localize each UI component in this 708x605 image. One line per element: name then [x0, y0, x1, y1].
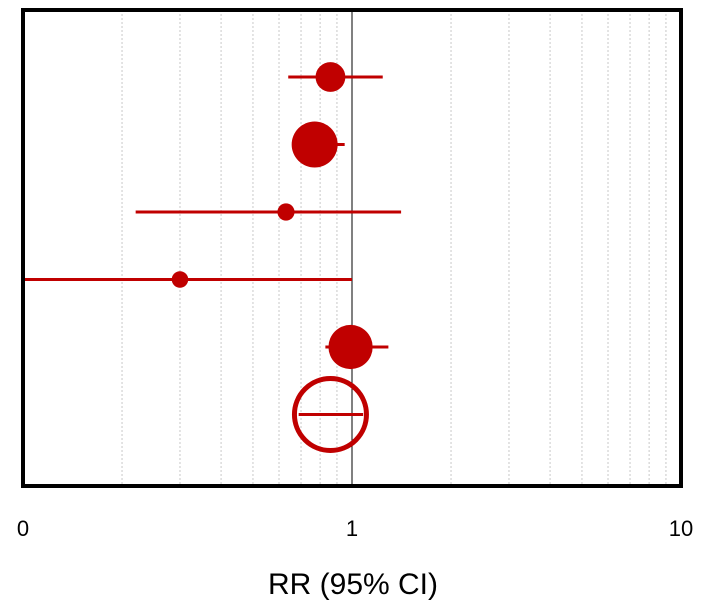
study-point: [328, 324, 373, 370]
x-tick-label: 10: [669, 516, 693, 541]
x-axis-title: RR (95% CI): [268, 568, 438, 601]
plot-marks: [23, 10, 402, 486]
x-tick-labels: 0 1 10: [17, 516, 693, 541]
pooled-point: [291, 376, 369, 453]
x-tick-label: 1: [346, 516, 358, 541]
study-point: [277, 203, 295, 221]
study-point: [315, 62, 346, 92]
x-tick-label: 0: [17, 516, 29, 541]
grid-lines: [121, 10, 667, 486]
plot-frame: [21, 8, 683, 488]
study-point: [171, 271, 189, 288]
study-point: [291, 121, 338, 168]
